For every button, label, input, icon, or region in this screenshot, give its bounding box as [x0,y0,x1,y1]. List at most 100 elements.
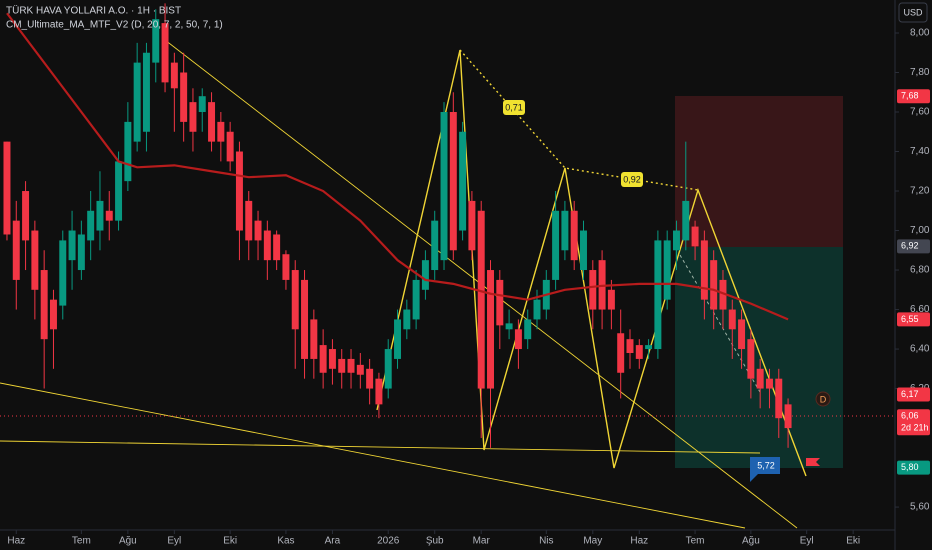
x-tick-label: Haz [7,536,25,547]
price-label: 6,17 [901,389,919,399]
candle-body [263,230,271,261]
y-tick-label: 7,40 [910,146,930,157]
annotation: 0,92 [623,174,641,184]
candle-body [552,210,560,280]
candle-body [561,210,569,251]
candle-body [310,319,318,359]
candle-body [570,210,578,261]
annotation: 5,72 [757,460,775,470]
y-tick-label: 6,80 [910,265,930,276]
moving-average [6,12,789,321]
candle-body [282,254,290,280]
candle-body [765,378,773,389]
annotation-box [621,172,643,187]
x-tick-label: Eyl [167,536,181,547]
candle-body [59,240,67,306]
zigzag-dotted [459,49,699,191]
price-label-box [897,387,930,402]
x-tick-label: Ağu [742,536,760,547]
annotation-box [750,457,780,482]
candle-body [589,270,597,310]
candle-body [635,345,643,359]
currency[interactable]: USD [903,7,923,17]
price-label-box [897,460,930,475]
candle-body [394,319,402,359]
candle-body [68,230,76,261]
candle-body [338,358,346,373]
x-tick-label: Kas [277,536,294,547]
candle-body [691,226,699,247]
candle-body [728,309,736,330]
candle-body [189,102,197,132]
price-label: 7,68 [901,91,919,101]
candle-body [505,323,513,330]
price-label-box [897,89,930,104]
projection [679,254,761,393]
x-tick-label: Ara [325,536,341,547]
candle-body [756,368,764,389]
candle-body [49,299,57,330]
x-tick-label: Eki [846,536,860,547]
y-tick-label: 6,60 [910,304,930,315]
currency-button[interactable] [898,2,928,23]
y-tick-label: 7,80 [910,67,930,78]
price-label: 6,55 [901,314,919,324]
candle-body [12,220,20,280]
candle-body [645,345,653,350]
countdown: 2d 21h [901,423,929,433]
trendline [0,382,746,529]
price-label-box [897,312,930,327]
x-tick-label: Eyl [800,536,814,547]
candle-body [328,349,336,369]
x-tick-label: 2026 [377,536,400,547]
x-tick-label: Haz [630,536,648,547]
y-tick-label: 5,60 [910,502,930,513]
candle-body [496,279,504,326]
candle-body [459,131,467,231]
indicator-title: CM_Ultimate_MA_MTF_V2 (D, 20, 7, 2, 50, … [6,20,223,31]
candle-body [170,62,178,89]
candle-body [180,72,188,122]
candle-body [421,260,429,290]
candle-body [719,279,727,310]
candle-body [384,349,392,389]
y-tick-label: 6,40 [910,344,930,355]
candle-body [682,200,690,241]
price-label: 6,92 [901,241,919,251]
candle-body [403,309,411,330]
candle-body [208,102,216,142]
price-label: 5,80 [901,462,919,472]
overlay: 0,71 0,92 5,72 D [503,100,831,482]
candle-body [412,279,420,320]
x-tick-label: Şub [426,536,444,547]
candle-body [710,260,718,310]
candle-body [273,234,281,261]
candle-body [533,299,541,320]
price-label: 6,06 [901,411,919,421]
candle-body [700,240,708,300]
candle-body [142,52,150,132]
candle-body [366,368,374,389]
candle-body [96,200,104,231]
x-tick-label: Ağu [119,536,137,547]
price-label-box [897,409,930,436]
candle-body [31,230,39,290]
candle-body [291,270,299,330]
candle-body [784,404,792,429]
candle-body [514,329,522,350]
candle-body [226,131,234,162]
candle-body [254,220,262,241]
annotation-box [503,100,525,115]
chart-title: TÜRK HAVA YOLLARI A.O. · 1H · BIST [6,5,181,17]
x-tick-label: May [583,536,602,547]
candle-body [347,358,355,373]
candle-body [738,319,746,350]
candle-body [747,339,755,379]
annotation: 0,71 [505,102,523,112]
candle-body [217,121,225,142]
candle-body [198,96,206,113]
x-tick-label: Tem [686,536,705,547]
candle-body [152,19,160,63]
candle-body [431,220,439,271]
